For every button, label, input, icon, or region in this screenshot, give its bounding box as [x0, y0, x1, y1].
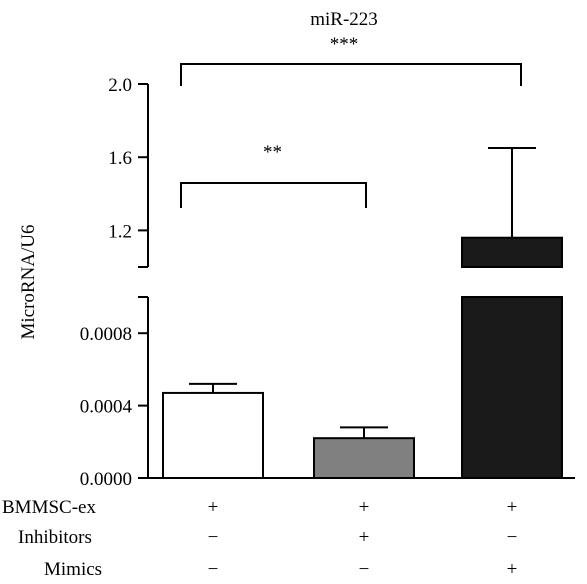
condition-sign: +: [507, 497, 518, 518]
chart-title: miR-223: [310, 9, 378, 30]
y-tick-label: 0.0000: [80, 469, 132, 490]
significance-bracket: [180, 63, 522, 86]
chart-marks: 0.00000.00040.00081.21.62.0*****BMMSC-ex…: [2, 34, 575, 580]
condition-sign: +: [359, 497, 370, 518]
y-tick-label: 0.0004: [80, 397, 133, 418]
bar: [313, 437, 415, 479]
bar: [162, 391, 264, 479]
condition-sign: −: [359, 559, 370, 580]
bar: [461, 236, 563, 269]
condition-sign: −: [208, 527, 219, 548]
y-axis-label: MicroRNA/U6: [18, 224, 39, 339]
condition-sign: −: [507, 527, 518, 548]
condition-sign: +: [507, 559, 518, 580]
condition-label: BMMSC-ex: [2, 497, 96, 518]
condition-label: Inhibitors: [18, 527, 92, 548]
significance-bracket: [180, 182, 367, 208]
y-tick-label: 1.6: [108, 148, 132, 169]
significance-label: ***: [330, 34, 359, 55]
y-tick-label: 2.0: [108, 75, 132, 96]
condition-sign: +: [208, 497, 219, 518]
y-tick-label: 1.2: [108, 221, 132, 242]
condition-sign: +: [359, 527, 370, 548]
condition-sign: −: [208, 559, 219, 580]
y-tick-label: 0.0008: [80, 324, 132, 345]
bar: [461, 296, 563, 479]
significance-label: **: [263, 142, 282, 163]
condition-label: Mimics: [44, 559, 102, 580]
